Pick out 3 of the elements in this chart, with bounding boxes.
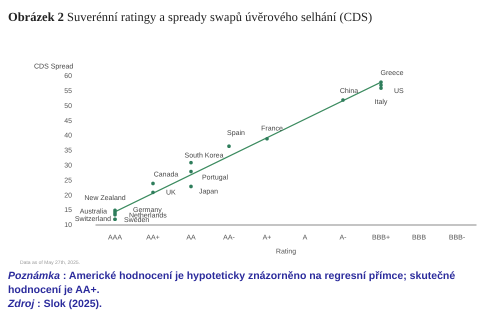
text: Zdroj : Slok (2025).: [8, 297, 103, 311]
chart-title: Obrázek 2 Suverénní ratingy a spready swapů úvěrového selhání (CDS): [8, 9, 374, 26]
text: Poznámka : Americké hodnocení je hypoteticky znázorněno na regresní přímce; skutečné hodnocení je AA+.: [8, 269, 456, 297]
